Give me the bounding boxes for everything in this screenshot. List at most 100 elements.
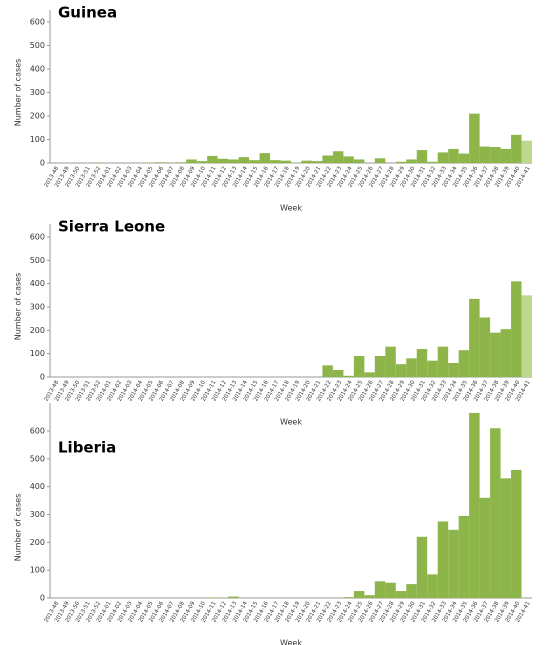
y-tick-label: 100 xyxy=(30,349,45,358)
bar xyxy=(228,596,239,598)
bar xyxy=(385,582,396,598)
y-axis-label: Number of cases xyxy=(14,273,23,341)
bar xyxy=(238,157,250,163)
bar xyxy=(406,358,417,377)
bar xyxy=(511,134,522,163)
bar xyxy=(490,428,501,598)
y-tick-label: 600 xyxy=(30,18,45,27)
bar xyxy=(395,161,407,163)
y-tick-label: 200 xyxy=(30,538,45,547)
bar xyxy=(332,151,344,163)
bar xyxy=(270,160,281,163)
bar xyxy=(395,591,407,598)
bar xyxy=(500,329,512,377)
bar xyxy=(511,281,522,377)
y-tick-label: 300 xyxy=(30,88,45,97)
bar xyxy=(374,158,386,163)
bar xyxy=(228,159,239,163)
bar xyxy=(175,162,187,163)
bar xyxy=(416,150,428,163)
x-axis-label: Week xyxy=(280,418,302,427)
bar xyxy=(322,155,333,163)
bar xyxy=(353,356,365,377)
bar xyxy=(301,160,312,163)
bar xyxy=(469,113,480,163)
bar xyxy=(186,159,197,163)
bar xyxy=(469,412,480,598)
bar xyxy=(448,363,459,377)
y-tick-label: 400 xyxy=(30,65,45,74)
bar xyxy=(322,365,333,377)
y-tick-label: 600 xyxy=(30,427,45,436)
bar xyxy=(332,370,344,377)
bar xyxy=(374,581,386,598)
bar xyxy=(458,153,470,163)
chart-title: Liberia xyxy=(58,439,116,457)
bar xyxy=(343,375,354,377)
bar xyxy=(207,155,218,163)
chart-title: Sierra Leone xyxy=(58,218,165,236)
bar xyxy=(385,346,396,377)
bar xyxy=(500,478,512,598)
x-axis-label: Week xyxy=(280,204,302,213)
y-tick-label: 600 xyxy=(30,233,45,242)
bar xyxy=(374,356,386,377)
y-axis-label: Number of cases xyxy=(14,59,23,127)
y-tick-label: 0 xyxy=(40,373,45,382)
bar xyxy=(154,162,166,163)
y-tick-label: 100 xyxy=(30,135,45,144)
bar xyxy=(406,159,417,163)
bar xyxy=(311,161,323,163)
bar xyxy=(207,597,218,598)
bar xyxy=(217,158,229,163)
bar xyxy=(416,536,428,598)
bar xyxy=(259,153,271,163)
x-axis-label: Week xyxy=(280,639,302,645)
bar xyxy=(437,346,449,377)
y-tick-label: 500 xyxy=(30,454,45,463)
bar xyxy=(511,469,522,598)
bar xyxy=(521,140,532,163)
bar xyxy=(343,156,354,163)
y-tick-label: 400 xyxy=(30,482,45,491)
bar xyxy=(469,298,480,377)
bar xyxy=(280,160,291,163)
y-tick-label: 300 xyxy=(30,303,45,312)
chart-title: Guinea xyxy=(58,4,117,22)
bar xyxy=(458,350,470,377)
bar xyxy=(490,147,501,163)
bar xyxy=(448,529,459,598)
bar xyxy=(458,515,470,598)
y-tick-label: 0 xyxy=(40,159,45,168)
bar xyxy=(437,521,449,598)
bar xyxy=(353,591,365,598)
y-tick-label: 200 xyxy=(30,326,45,335)
bar xyxy=(249,160,260,163)
bar xyxy=(427,360,438,377)
bar xyxy=(479,497,491,598)
bar xyxy=(490,332,501,377)
y-tick-label: 500 xyxy=(30,256,45,265)
bar xyxy=(500,148,512,163)
bar xyxy=(196,161,208,163)
bar xyxy=(479,146,491,163)
bar xyxy=(437,152,449,163)
bar xyxy=(406,584,417,598)
bar xyxy=(427,574,438,598)
y-tick-label: 200 xyxy=(30,112,45,121)
bar xyxy=(343,597,354,598)
y-tick-label: 100 xyxy=(30,566,45,575)
bar xyxy=(448,148,459,163)
bar xyxy=(479,317,491,377)
bar xyxy=(395,364,407,377)
bar xyxy=(416,349,428,377)
y-axis-label: Number of cases xyxy=(14,494,23,562)
y-tick-label: 300 xyxy=(30,510,45,519)
bar xyxy=(427,161,438,163)
y-tick-label: 400 xyxy=(30,279,45,288)
bar xyxy=(364,372,375,377)
bar xyxy=(521,295,532,377)
y-tick-label: 0 xyxy=(40,594,45,603)
bar xyxy=(353,159,365,163)
